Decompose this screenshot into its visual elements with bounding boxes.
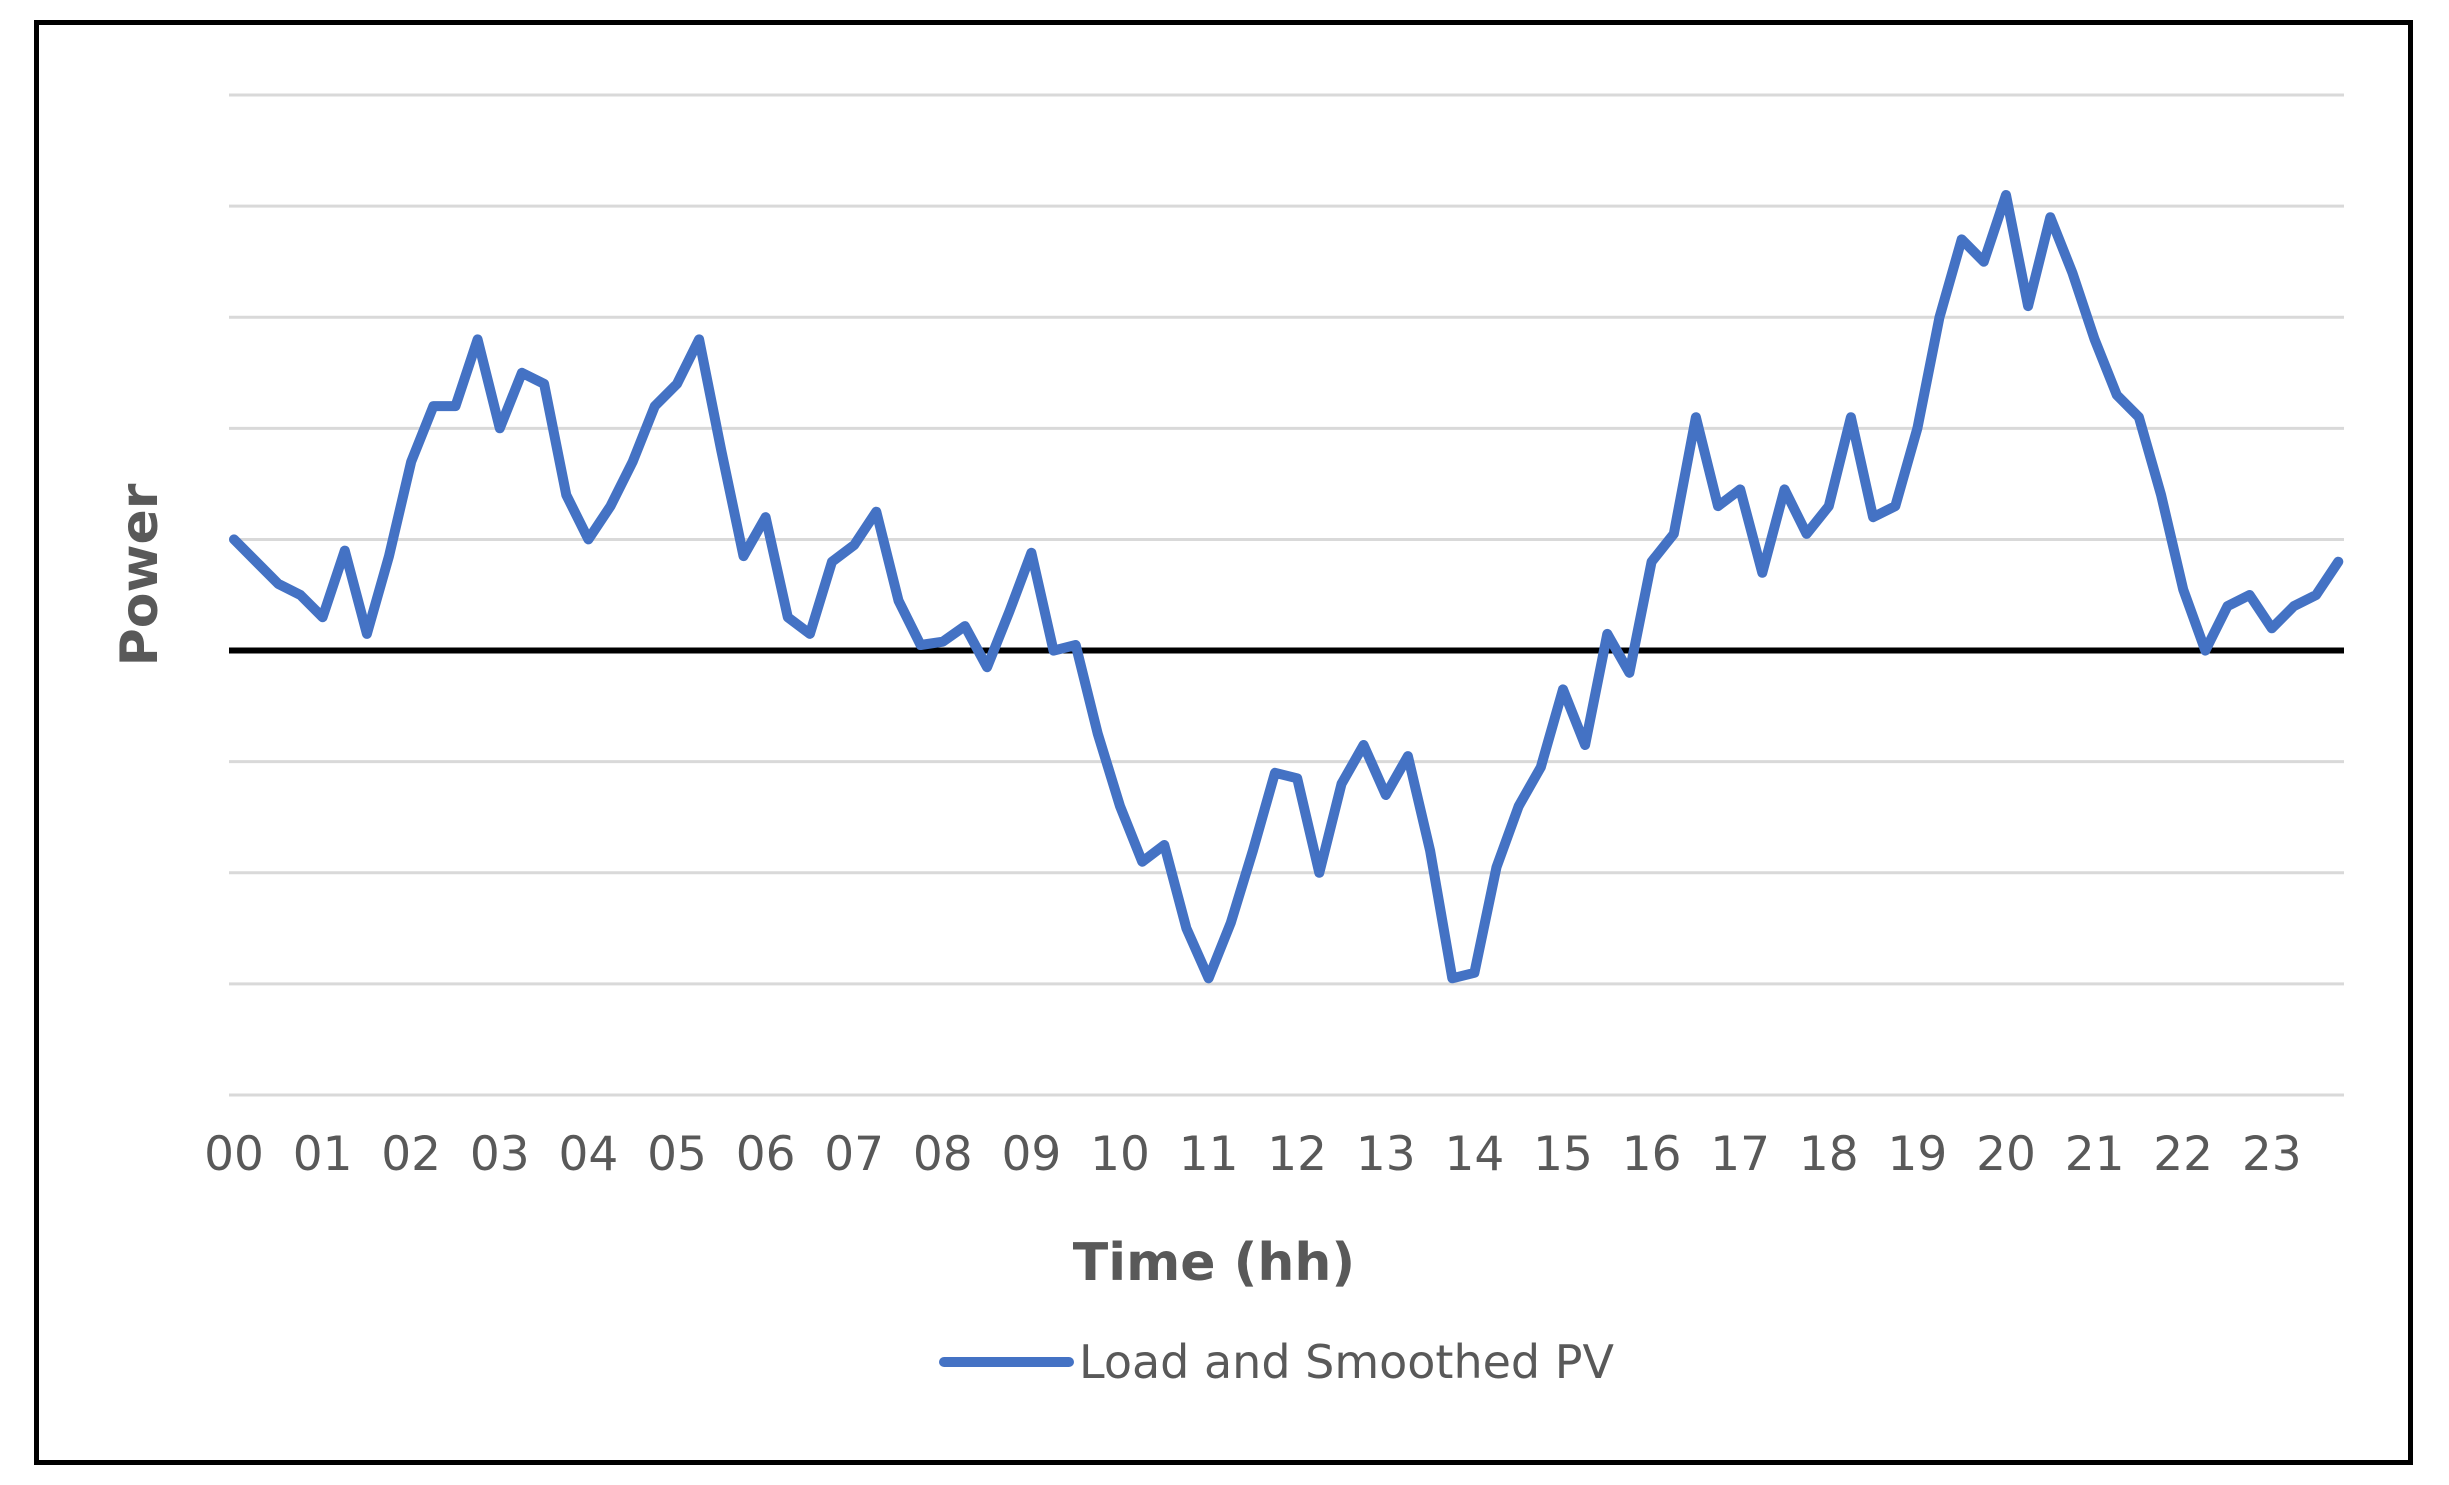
y-axis-title: Power bbox=[110, 483, 170, 666]
x-tick-label: 02 bbox=[381, 1127, 441, 1182]
x-tick-label: 09 bbox=[1001, 1127, 1061, 1182]
x-tick-label: 04 bbox=[558, 1127, 618, 1182]
x-axis-title: Time (hh) bbox=[1073, 1233, 1355, 1293]
x-tick-label: 22 bbox=[2153, 1127, 2213, 1182]
series-line-load-and-smoothed-pv bbox=[229, 190, 2344, 984]
x-tick-label: 13 bbox=[1356, 1127, 1416, 1182]
x-axis-tick-labels: 00 01 02 03 04 05 06 07 08 09 10 11 12 13 14 15 16 17 18 19… bbox=[204, 1127, 2302, 1182]
x-tick-label: 07 bbox=[824, 1127, 884, 1182]
gridlines bbox=[229, 93, 2344, 1097]
x-tick-label: 08 bbox=[913, 1127, 973, 1182]
chart-frame: 00 01 02 03 04 05 06 07 08 09 10 11 12 13 14 15 16 17 18 19… bbox=[34, 20, 2413, 1465]
x-tick-label: 12 bbox=[1267, 1127, 1327, 1182]
x-tick-label: 15 bbox=[1533, 1127, 1593, 1182]
x-tick-label: 03 bbox=[470, 1127, 530, 1182]
x-tick-label: 14 bbox=[1444, 1127, 1504, 1182]
x-tick-label: 17 bbox=[1710, 1127, 1770, 1182]
x-tick-label: 19 bbox=[1887, 1127, 1947, 1182]
x-tick-label: 00 bbox=[204, 1127, 264, 1182]
x-tick-label: 18 bbox=[1799, 1127, 1859, 1182]
x-tick-label: 05 bbox=[647, 1127, 707, 1182]
x-tick-label: 23 bbox=[2242, 1127, 2302, 1182]
x-tick-label: 16 bbox=[1622, 1127, 1682, 1182]
x-tick-label: 10 bbox=[1090, 1127, 1150, 1182]
x-tick-label: 21 bbox=[2065, 1127, 2125, 1182]
x-tick-label: 01 bbox=[293, 1127, 353, 1182]
line-chart: 00 01 02 03 04 05 06 07 08 09 10 11 12 13 14 15 16 17 18 19… bbox=[110, 93, 2344, 1389]
legend-label: Load and Smoothed PV bbox=[1079, 1335, 1614, 1389]
x-tick-label: 06 bbox=[736, 1127, 796, 1182]
x-tick-label: 11 bbox=[1179, 1127, 1239, 1182]
x-tick-label: 20 bbox=[1976, 1127, 2036, 1182]
